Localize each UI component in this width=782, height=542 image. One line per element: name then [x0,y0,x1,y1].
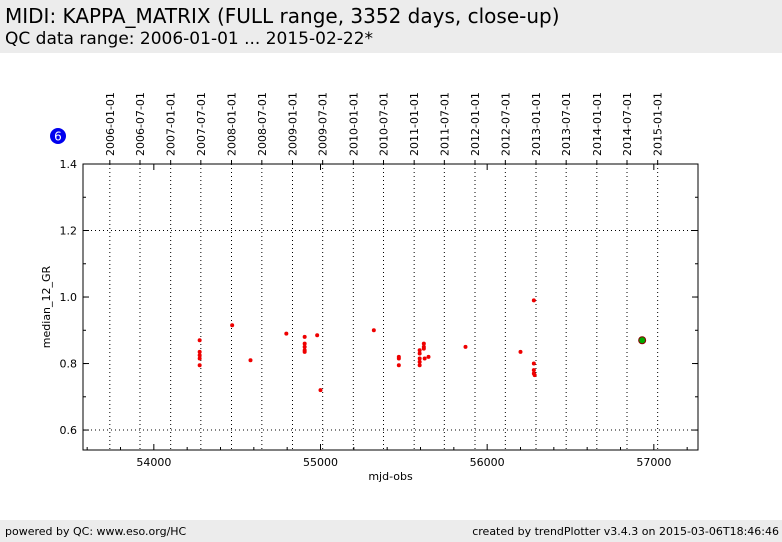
latest-data-point [638,336,647,345]
y-tick-label: 1.0 [60,291,78,304]
data-point [532,373,537,378]
top-date-label: 2007-01-01 [165,92,178,156]
data-point [318,388,323,393]
top-date-label: 2006-07-01 [134,92,147,156]
badge-layer: 6 [50,128,66,144]
y-tick-label: 0.8 [60,358,78,371]
data-point [315,333,320,338]
points-layer [197,298,647,393]
page-title: MIDI: KAPPA_MATRIX (FULL range, 3352 day… [5,4,560,28]
data-point [421,341,426,346]
data-point [417,351,422,356]
qc-data-range: QC data range: 2006-01-01 ... 2015-02-22… [5,29,374,49]
x-tick-label: 57000 [636,456,671,469]
top-date-label: 2009-07-01 [317,92,330,156]
data-point [417,356,422,361]
data-point [518,349,523,354]
data-point [197,338,202,343]
data-point [396,356,401,361]
data-point [284,331,289,336]
data-point [197,356,202,361]
data-point [302,344,307,349]
count-badge-label: 6 [54,130,62,144]
top-date-label: 2013-07-01 [560,92,573,156]
axes-layer: 2006-01-01 2006-07-01 2007-01-01 2007-07-01… [40,92,699,483]
data-point [230,323,235,328]
top-date-label: 2010-07-01 [378,92,391,156]
top-date-label: 2006-01-01 [104,92,117,156]
data-point [417,348,422,353]
top-date-label: 2015-01-01 [652,92,665,156]
powered-by-text: powered by QC: www.eso.org/HC [5,525,187,538]
x-tick-label: 55000 [303,456,338,469]
x-tick-label: 54000 [136,456,171,469]
data-point [531,298,536,303]
top-date-label: 2012-01-01 [469,92,482,156]
data-point [426,354,431,359]
top-date-label: 2008-01-01 [226,92,239,156]
top-date-label: 2009-01-01 [287,92,300,156]
created-by-text: created by trendPlotter v3.4.3 on 2015-0… [472,525,779,538]
data-point [421,346,426,351]
y-tick-label: 1.2 [60,225,78,238]
data-point [396,363,401,368]
data-point [302,341,307,346]
x-tick-label: 56000 [470,456,505,469]
top-date-label: 2007-07-01 [195,92,208,156]
header-bar: MIDI: KAPPA_MATRIX (FULL range, 3352 day… [0,0,782,54]
y-tick-label: 0.6 [60,424,78,437]
y-axis-label: median_12_GR [40,265,53,348]
data-point [417,359,422,364]
footer-bar: powered by QC: www.eso.org/HC created by… [0,520,782,542]
data-point [197,349,202,354]
data-point [417,363,422,368]
data-point [302,349,307,354]
data-point [197,363,202,368]
top-date-label: 2008-07-01 [256,92,269,156]
y-tick-label: 1.4 [60,158,78,171]
data-point [197,353,202,358]
grid-layer [83,164,698,450]
data-point [248,358,253,363]
trend-plot: 2006-01-01 2006-07-01 2007-01-01 2007-07-01… [40,92,699,483]
data-point [302,334,307,339]
top-date-label: 2012-07-01 [499,92,512,156]
data-point [371,328,376,333]
count-badge [50,128,66,144]
plot-frame [82,163,699,451]
top-date-label: 2010-01-01 [347,92,360,156]
top-date-label: 2014-07-01 [621,92,634,156]
data-point [463,344,468,349]
data-point [531,368,536,373]
top-date-label: 2013-01-01 [530,92,543,156]
top-date-label: 2011-01-01 [408,92,421,156]
top-date-label: 2014-01-01 [591,92,604,156]
top-date-label: 2011-07-01 [438,92,451,156]
x-axis-label: mjd-obs [368,470,413,483]
data-point [422,356,427,361]
data-point [531,361,536,366]
